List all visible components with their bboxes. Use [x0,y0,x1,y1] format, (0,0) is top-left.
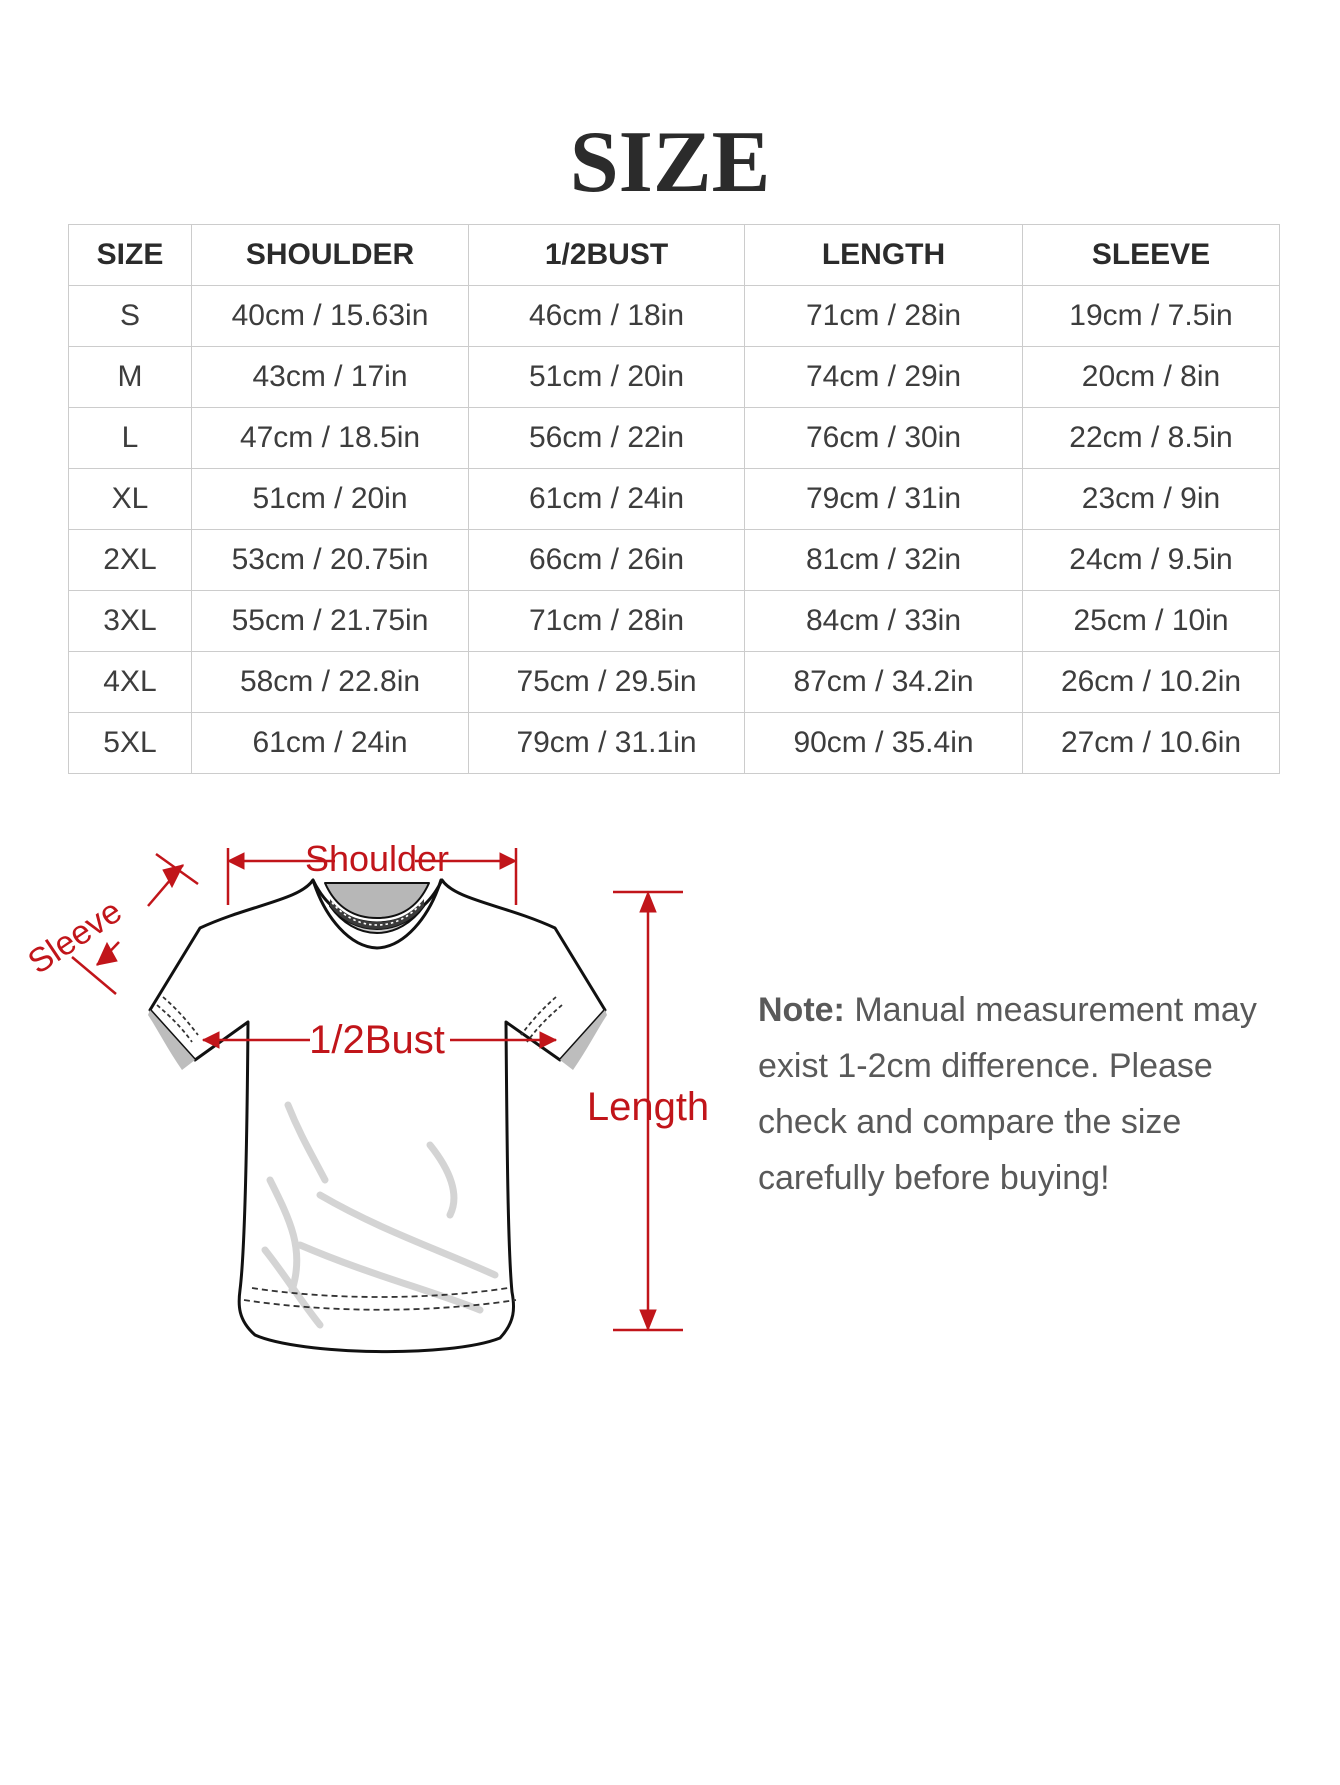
svg-text:Shoulder: Shoulder [305,838,449,879]
svg-text:Sleeve: Sleeve [21,892,128,982]
svg-text:1/2Bust: 1/2Bust [309,1018,445,1062]
svg-text:Length: Length [587,1085,709,1129]
